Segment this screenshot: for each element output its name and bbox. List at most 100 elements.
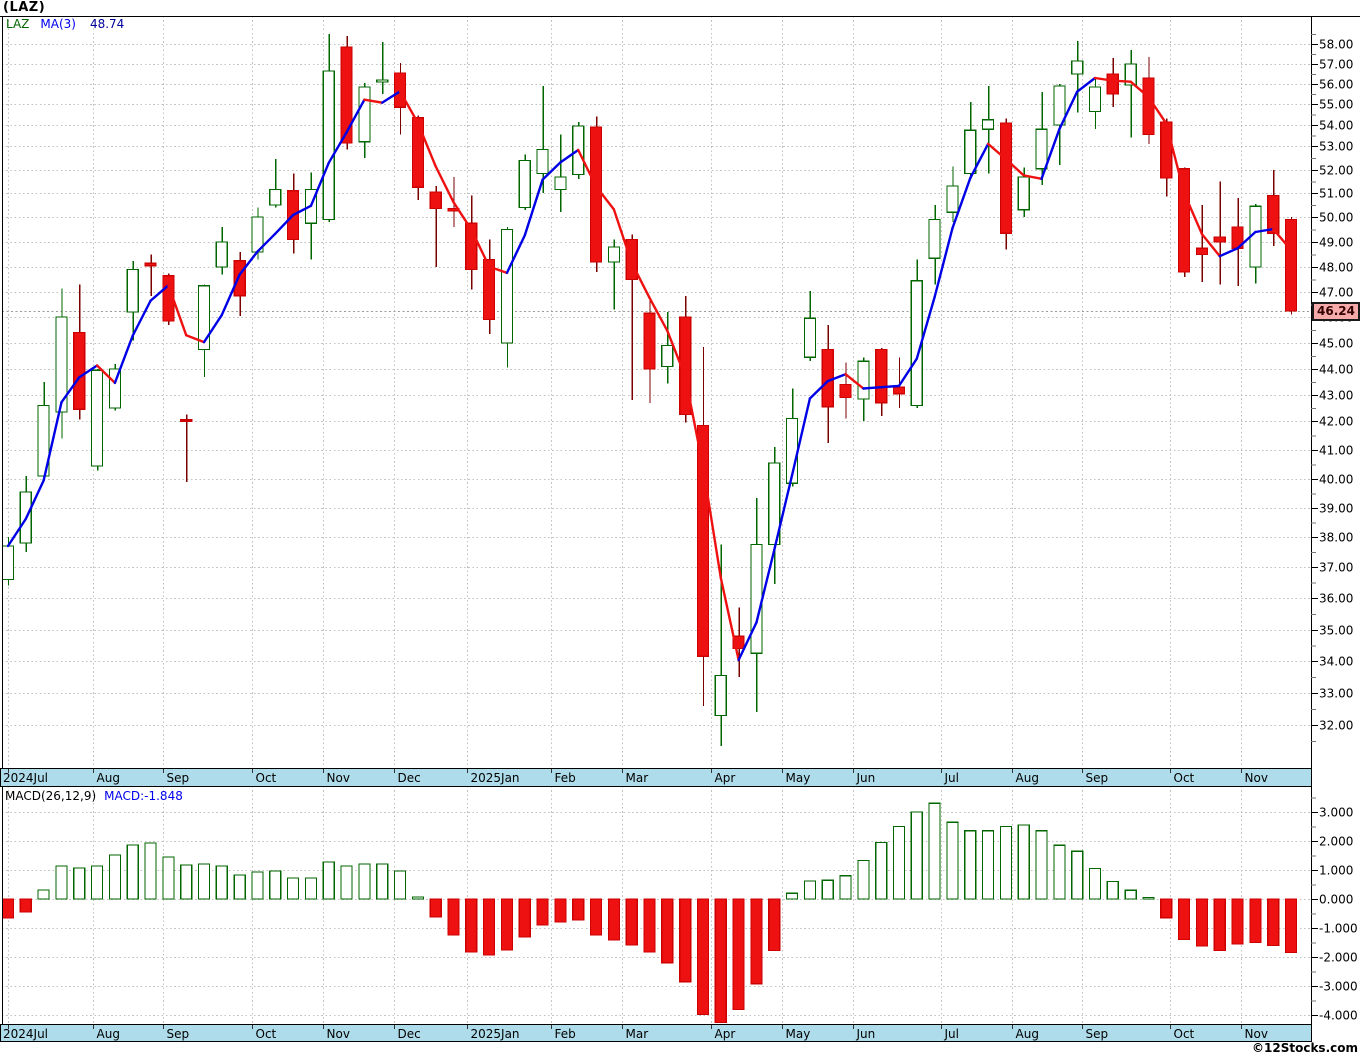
month-label: Sep — [167, 1027, 190, 1041]
ma-line-segment — [1254, 227, 1275, 234]
candle — [108, 368, 122, 409]
ma-line-segment — [951, 176, 972, 230]
price-axis-label: 40.00 — [1319, 473, 1353, 487]
price-axis-label: 57.00 — [1319, 58, 1353, 72]
macd-bar — [215, 865, 228, 900]
month-label: 2024Jul — [3, 1027, 48, 1041]
candle — [554, 176, 567, 191]
price-axis-label: 45.00 — [1319, 337, 1353, 351]
ma-line-segment — [541, 161, 562, 181]
macd-axis-label: 0.000 — [1319, 893, 1353, 907]
ma-line-segment — [256, 232, 277, 253]
candle — [500, 228, 514, 344]
candle — [376, 79, 389, 83]
month-label: 2025Jan — [471, 1027, 520, 1041]
macd-bar — [287, 877, 300, 900]
macd-bar — [251, 871, 264, 900]
ma-line-segment — [434, 165, 455, 204]
macd-bar — [162, 856, 175, 900]
macd-axis-label: -4.000 — [1319, 1009, 1358, 1023]
candle — [607, 246, 620, 263]
price-axis-label: 35.00 — [1319, 624, 1353, 638]
ma-line-segment — [505, 234, 526, 275]
ma-line-segment — [826, 373, 847, 383]
ma-line-segment — [808, 379, 829, 400]
price-axis-label: 51.00 — [1319, 187, 1353, 201]
candle — [981, 119, 995, 130]
macd-bar — [732, 898, 745, 1011]
candle — [233, 260, 246, 297]
x-axis-strip — [0, 1024, 1312, 1042]
macd-value: MACD:-1.848 — [104, 789, 183, 803]
macd-bar — [964, 830, 977, 900]
macd-bar — [1124, 889, 1137, 900]
month-label: Nov — [1245, 771, 1268, 785]
price-axis-label: 43.00 — [1319, 389, 1353, 403]
candle — [411, 117, 424, 188]
macd-bar — [803, 880, 817, 900]
candle — [1017, 176, 1030, 211]
macd-bar — [928, 802, 941, 900]
candle — [215, 241, 228, 268]
price-axis-label: 37.00 — [1319, 561, 1353, 575]
candle — [679, 316, 692, 416]
candle — [180, 419, 193, 422]
macd-panel-border — [2, 786, 1312, 1025]
macd-bar — [1249, 898, 1262, 944]
candle — [144, 262, 157, 267]
price-axis-label: 33.00 — [1319, 687, 1353, 701]
ma-line-segment — [42, 401, 63, 482]
ma-line-segment — [844, 373, 865, 390]
month-label: Apr — [715, 771, 736, 785]
price-panel-border — [2, 16, 1312, 769]
ma-line-segment — [184, 334, 206, 344]
macd-axis-label: 3.000 — [1319, 806, 1353, 820]
ma-line-segment — [113, 334, 134, 385]
month-label: 2025Jan — [471, 771, 520, 785]
candle — [1106, 73, 1119, 95]
candle — [696, 424, 710, 657]
candle — [750, 543, 763, 654]
candle — [803, 317, 817, 358]
month-label: May — [786, 1027, 811, 1041]
price-axis-label: 54.00 — [1319, 119, 1353, 133]
candle — [839, 384, 852, 399]
ma-line-segment — [879, 384, 901, 389]
candle — [429, 191, 442, 210]
candle — [946, 185, 959, 213]
ma-line-segment — [1075, 76, 1097, 93]
macd-bar — [572, 898, 585, 921]
candle — [536, 149, 549, 175]
ma-line-segment — [1218, 247, 1239, 258]
macd-bar — [1088, 867, 1102, 900]
candle — [1124, 63, 1137, 86]
month-label: Dec — [398, 771, 421, 785]
ma-line-segment — [309, 161, 330, 208]
macd-bar — [714, 898, 727, 1024]
month-label: Oct — [1174, 771, 1195, 785]
macd-bar — [839, 875, 852, 900]
macd-bar — [1160, 898, 1173, 919]
candle — [714, 674, 727, 717]
macd-bar — [126, 844, 139, 900]
macd-bar — [340, 865, 353, 900]
candle — [928, 218, 941, 259]
macd-bar — [1106, 880, 1119, 900]
ma-line-segment — [933, 227, 954, 299]
macd-bar — [19, 898, 32, 913]
ma-line-segment — [773, 473, 794, 552]
month-label: May — [786, 771, 811, 785]
macd-bar — [536, 898, 549, 926]
price-axis-label: 41.00 — [1319, 444, 1353, 458]
macd-bar — [180, 864, 193, 900]
candle — [964, 129, 977, 175]
ma-line-segment — [719, 576, 740, 662]
month-label: Sep — [1086, 771, 1109, 785]
ma-line-segment — [363, 98, 384, 104]
price-axis-label: 42.00 — [1319, 415, 1353, 429]
month-label: Nov — [327, 1027, 350, 1041]
macd-bar — [108, 854, 122, 900]
x-axis-strip — [0, 768, 1312, 787]
ma-line-segment — [1004, 157, 1025, 177]
candle — [55, 316, 68, 413]
